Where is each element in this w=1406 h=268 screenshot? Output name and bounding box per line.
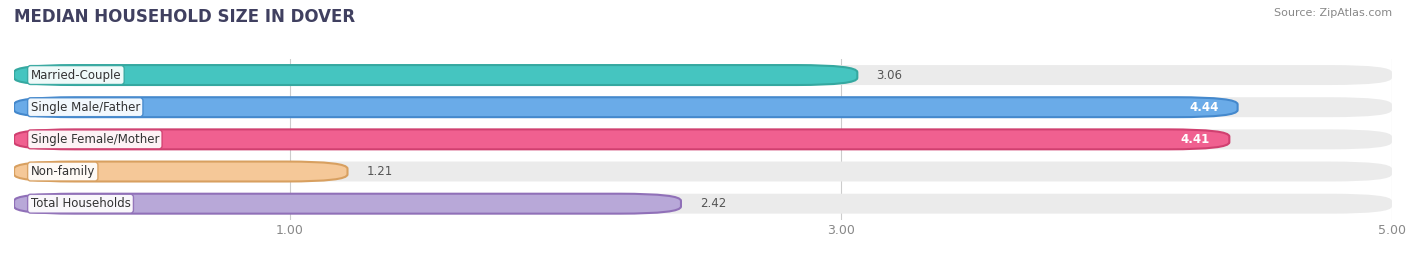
FancyBboxPatch shape (14, 97, 1237, 117)
Text: 1.21: 1.21 (367, 165, 394, 178)
FancyBboxPatch shape (14, 194, 1392, 214)
Text: 2.42: 2.42 (700, 197, 727, 210)
Text: Total Households: Total Households (31, 197, 131, 210)
FancyBboxPatch shape (14, 129, 1229, 149)
FancyBboxPatch shape (14, 162, 347, 181)
FancyBboxPatch shape (14, 65, 1392, 85)
FancyBboxPatch shape (14, 129, 1392, 149)
Text: 4.44: 4.44 (1189, 101, 1219, 114)
Text: Married-Couple: Married-Couple (31, 69, 121, 81)
Text: 3.06: 3.06 (876, 69, 903, 81)
Text: 4.41: 4.41 (1181, 133, 1211, 146)
Text: MEDIAN HOUSEHOLD SIZE IN DOVER: MEDIAN HOUSEHOLD SIZE IN DOVER (14, 8, 356, 26)
Text: Non-family: Non-family (31, 165, 96, 178)
FancyBboxPatch shape (14, 162, 1392, 181)
Text: Single Female/Mother: Single Female/Mother (31, 133, 159, 146)
FancyBboxPatch shape (14, 65, 858, 85)
Text: Single Male/Father: Single Male/Father (31, 101, 141, 114)
FancyBboxPatch shape (14, 194, 681, 214)
FancyBboxPatch shape (14, 97, 1392, 117)
Text: Source: ZipAtlas.com: Source: ZipAtlas.com (1274, 8, 1392, 18)
